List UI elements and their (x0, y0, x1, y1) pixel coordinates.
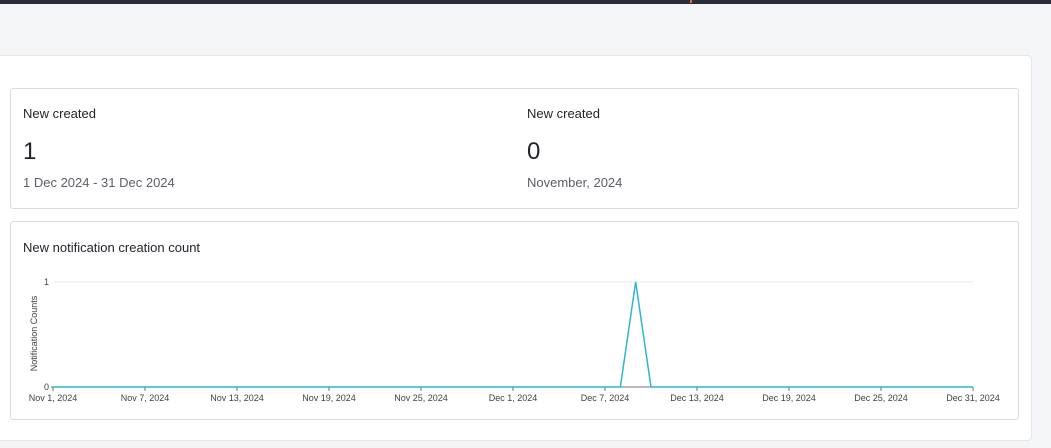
stat-label: New created (23, 106, 96, 121)
y-axis-label: Notification Counts (29, 295, 39, 371)
stat-value: 0 (527, 138, 541, 165)
stats-card: New created 1 1 Dec 2024 - 31 Dec 2024 N… (10, 88, 1019, 209)
y-tick-label: 1 (44, 277, 49, 287)
chart-card: New notification creation count 0 1 Nov 1,… (10, 221, 1019, 420)
stat-value: 1 (23, 138, 37, 165)
x-tick-label: Nov 13, 2024 (210, 393, 264, 403)
top-bar-accent (690, 0, 692, 3)
notification-count-chart: 0 1 Nov 1, 2024 Nov 7, 2024 Nov 13, 2024 Nov … (29, 277, 1000, 403)
y-tick-label: 0 (44, 382, 49, 392)
x-tick-label: Dec 7, 2024 (581, 393, 630, 403)
x-tick-label: Dec 19, 2024 (762, 393, 816, 403)
stat-label: New created (527, 106, 600, 121)
x-tick-label: Nov 1, 2024 (29, 393, 78, 403)
x-tick-label: Nov 25, 2024 (394, 393, 448, 403)
top-bar (0, 0, 1051, 4)
series-line (53, 281, 973, 388)
x-tick-label: Dec 25, 2024 (854, 393, 908, 403)
x-tick-label: Dec 31, 2024 (946, 393, 1000, 403)
x-tick-label: Nov 19, 2024 (302, 393, 356, 403)
stat-period: November, 2024 (527, 175, 623, 190)
stat-period: 1 Dec 2024 - 31 Dec 2024 (23, 175, 175, 190)
x-tick-label: Nov 7, 2024 (121, 393, 170, 403)
x-tick-label: Dec 1, 2024 (489, 393, 538, 403)
x-tick-label: Dec 13, 2024 (670, 393, 724, 403)
chart-title: New notification creation count (23, 240, 201, 255)
